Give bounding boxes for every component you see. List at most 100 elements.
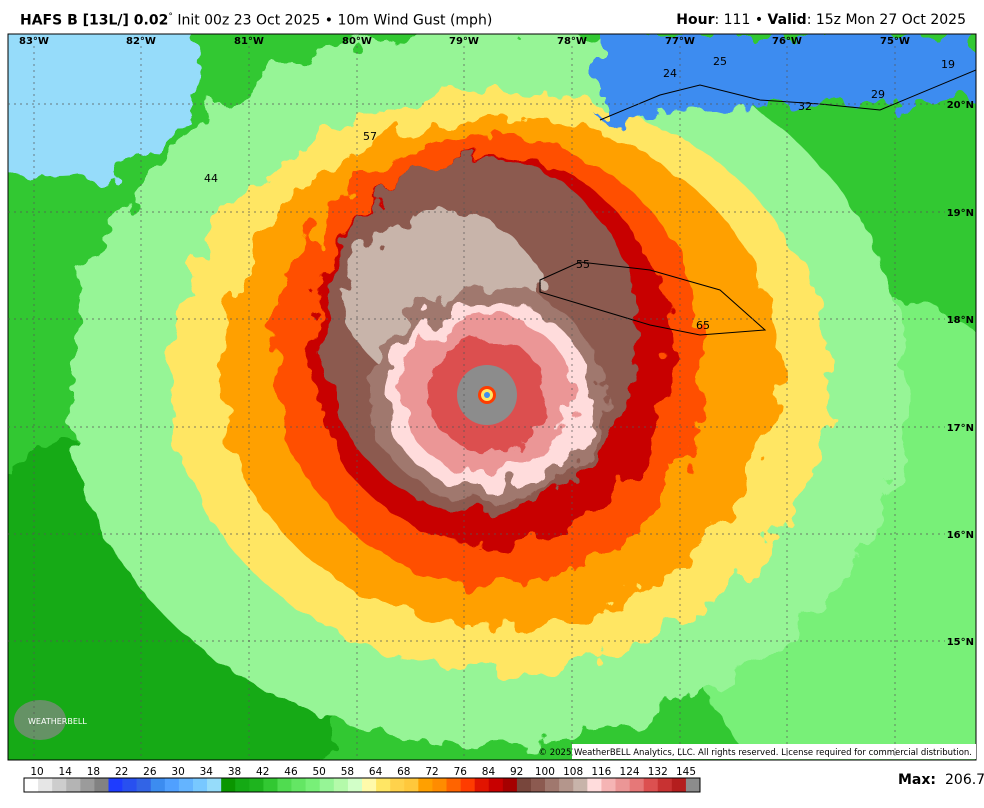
colorbar-swatch [601, 778, 616, 792]
colorbar-tick: 58 [341, 766, 354, 778]
header-right: Hour: 111 • Valid: 15z Mon 27 Oct 2025 [676, 12, 966, 28]
colorbar-swatch [432, 778, 447, 792]
degree: ° [168, 12, 173, 22]
colorbar-swatch [150, 778, 166, 792]
colorbar-swatch [516, 778, 532, 792]
colorbar-swatch [531, 778, 546, 792]
longitude-label: 75°W [880, 36, 910, 47]
colorbar-tick: 42 [256, 766, 269, 778]
colorbar-swatch [685, 778, 701, 792]
colorbar-swatch [362, 778, 377, 792]
colorbar-tick: 18 [87, 766, 100, 778]
colorbar-swatch [80, 778, 95, 792]
colorbar-swatch [488, 778, 504, 792]
colorbar-tick: 108 [563, 766, 583, 778]
colorbar-swatch [108, 778, 123, 792]
point-label: 29 [871, 88, 885, 101]
header: HAFS B [13L/] 0.02° Init 00z 23 Oct 2025… [0, 0, 984, 34]
init: Init 00z 23 Oct 2025 • 10m Wind Gust (mp… [177, 12, 493, 29]
longitude-label: 83°W [19, 36, 49, 47]
colorbar-tick: 124 [620, 766, 640, 778]
max-value: 206.7 [945, 772, 984, 788]
colorbar-swatch [404, 778, 419, 792]
colorbar-swatch [615, 778, 630, 792]
colorbar-swatch [390, 778, 405, 792]
colorbar-tick: 30 [171, 766, 184, 778]
colorbar-swatch [305, 778, 321, 792]
copyright-bg [572, 744, 976, 759]
latitude-label: 17°N [947, 423, 974, 434]
valid-label: Valid [767, 12, 807, 28]
colorbar-swatch [66, 778, 81, 792]
colorbar-swatch [164, 778, 180, 792]
max-label: Max: [898, 772, 936, 788]
colorbar-swatch [277, 778, 292, 792]
point-label: 19 [941, 58, 955, 71]
colorbar-swatch [249, 778, 264, 792]
colorbar-swatch [657, 778, 673, 792]
colorbar-swatch [122, 778, 137, 792]
colorbar-swatch [573, 778, 588, 792]
colorbar-tick: 132 [648, 766, 668, 778]
hour-label: Hour [676, 12, 715, 28]
colorbar-tick: 10 [30, 766, 43, 778]
colorbar-tick: 46 [284, 766, 298, 778]
colorbar-swatch [587, 778, 602, 792]
colorbar-swatch [136, 778, 152, 792]
colorbar-swatch [559, 778, 574, 792]
colorbar-swatch [263, 778, 278, 792]
point-label: 55 [576, 258, 590, 271]
colorbar-swatch [221, 778, 236, 792]
colorbar-swatch [671, 778, 687, 792]
colorbar-tick: 50 [312, 766, 325, 778]
colorbar-tick: 64 [369, 766, 383, 778]
longitude-label: 78°W [557, 36, 587, 47]
colorbar-swatch [347, 778, 363, 792]
latitude-label: 16°N [947, 530, 974, 541]
colorbar-swatch [319, 778, 335, 792]
colorbar-swatch [193, 778, 208, 792]
point-label: 65 [696, 319, 710, 332]
colorbar-swatch [643, 778, 659, 792]
longitude-label: 80°W [342, 36, 372, 47]
colorbar-swatch [545, 778, 560, 792]
model: HAFS B [13L/] 0.02 [20, 12, 169, 29]
colorbar-swatch [178, 778, 194, 792]
colorbar-tick: 76 [454, 766, 468, 778]
point-label: 44 [204, 172, 218, 185]
colorbar-tick: 38 [228, 766, 241, 778]
colorbar-swatch [94, 778, 109, 792]
latitude-label: 15°N [947, 637, 974, 648]
colorbar-tick: 34 [200, 766, 214, 778]
point-label: 57 [363, 130, 377, 143]
colorbar-tick: 92 [510, 766, 523, 778]
valid-value: : 15z Mon 27 Oct 2025 [806, 12, 966, 28]
colorbar-swatch [629, 778, 644, 792]
colorbar-frame [23, 777, 701, 793]
longitude-label: 77°W [665, 36, 695, 47]
longitude-label: 81°W [234, 36, 264, 47]
colorbar-swatch [207, 778, 222, 792]
colorbar-swatch [446, 778, 461, 792]
copyright: © 2025 WeatherBELL Analytics, LLC. All r… [539, 748, 972, 758]
logo: WEATHERBELL [28, 717, 87, 726]
point-label: 32 [798, 100, 812, 113]
latitude-label: 18°N [947, 315, 974, 326]
colorbar-tick: 22 [115, 766, 128, 778]
colorbar-tick: 145 [676, 766, 696, 778]
colorbar-swatch [376, 778, 391, 792]
colorbar-swatch [460, 778, 475, 792]
colorbar-swatch [333, 778, 349, 792]
longitude-label: 79°W [449, 36, 479, 47]
colorbar-swatch [502, 778, 518, 792]
latitude-label: 19°N [947, 208, 974, 219]
colorbar-swatch [24, 778, 39, 792]
header-left: HAFS B [13L/] 0.02° Init 00z 23 Oct 2025… [20, 12, 492, 29]
colorbar-tick: 72 [425, 766, 438, 778]
hour-value: : 111 • [714, 12, 764, 28]
colorbar-tick: 68 [397, 766, 410, 778]
point-label: 25 [713, 55, 727, 68]
